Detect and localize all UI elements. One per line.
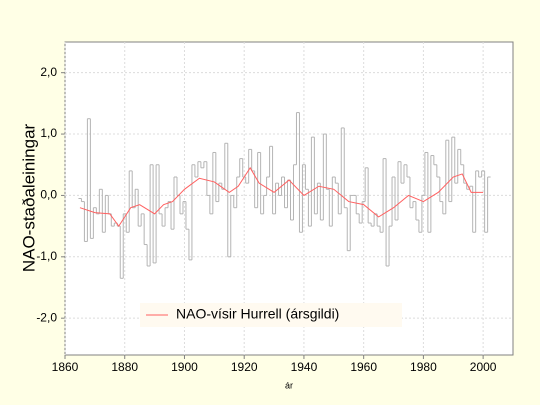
- y-tick-label: -2,0: [36, 310, 57, 324]
- x-axis-title: ár: [285, 380, 293, 390]
- x-tick-label: 1860: [52, 360, 79, 374]
- step-line: [78, 112, 491, 279]
- x-tick-label: 1940: [291, 360, 318, 374]
- y-tick-label: 1,0: [40, 126, 57, 140]
- legend-label: NAO-vísir Hurrell (ársgildi): [176, 306, 339, 322]
- x-tick-label: 1900: [171, 360, 198, 374]
- plot-area: [64, 41, 514, 356]
- y-tick-label: -1,0: [36, 249, 57, 263]
- x-tick-label: 1960: [350, 360, 377, 374]
- y-tick-label: 2,0: [40, 65, 57, 79]
- y-axis-title: NAO-staðaleiningar: [19, 123, 38, 272]
- x-tick-label: 1980: [410, 360, 437, 374]
- y-tick-label: 0,0: [40, 188, 57, 202]
- x-tick-label: 2000: [470, 360, 497, 374]
- smooth-line: [79, 166, 484, 227]
- legend-box: [140, 303, 402, 327]
- x-tick-label: 1880: [111, 360, 138, 374]
- x-tick-label: 1920: [231, 360, 258, 374]
